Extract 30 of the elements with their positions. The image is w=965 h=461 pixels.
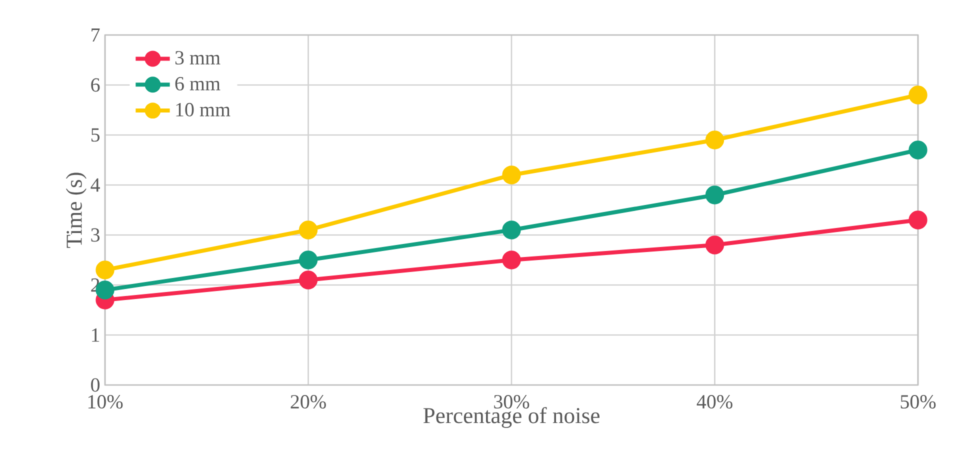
point (705, 186, 724, 204)
x-tick-label: 30% (494, 395, 530, 409)
y-axis-title: Time (s) (66, 172, 86, 248)
point (298, 220, 318, 240)
y-tick-label: 0 (91, 378, 100, 392)
point (502, 250, 521, 270)
legend-label: 10 mm (176, 102, 230, 116)
y-tick-label: 1 (92, 328, 100, 342)
y-tick-label: 3 (91, 228, 100, 242)
point (502, 220, 521, 240)
point (298, 250, 318, 270)
x-tick-label: 50% (900, 395, 936, 409)
y-tick-label: 5 (91, 128, 100, 142)
x-tick-label: 40% (696, 395, 732, 409)
point (705, 130, 724, 150)
x-axis-title: Percentage of noise (423, 407, 600, 428)
y-tick-label: 4 (90, 178, 100, 192)
y-tick-label: 6 (91, 78, 100, 92)
point (96, 260, 114, 280)
point (502, 166, 521, 184)
legend-label: 6 mm (175, 77, 220, 90)
x-tick-label: 10% (88, 395, 123, 409)
point (908, 86, 928, 104)
point (908, 210, 928, 230)
x-tick-label: 20% (290, 395, 326, 409)
legend-label: 3 mm (175, 51, 220, 65)
point (908, 140, 928, 160)
point (705, 236, 724, 254)
point (298, 270, 318, 290)
y-tick-label: 7 (92, 28, 100, 42)
